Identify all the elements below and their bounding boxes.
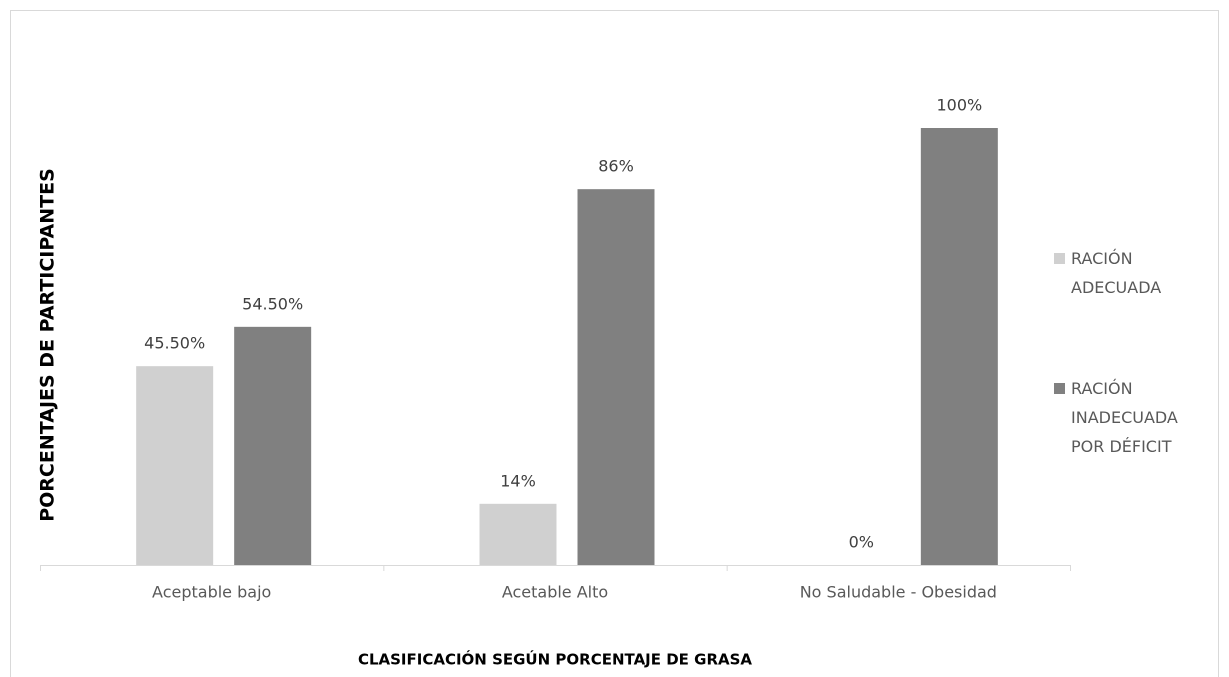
x-tick-label: Acetable Alto bbox=[502, 583, 608, 602]
bar bbox=[234, 326, 312, 565]
data-label: 100% bbox=[936, 96, 982, 115]
bar bbox=[920, 128, 998, 565]
bar bbox=[479, 503, 557, 565]
chart-border bbox=[10, 10, 1219, 677]
data-label: 86% bbox=[598, 157, 634, 176]
bar bbox=[136, 366, 214, 565]
legend-swatch bbox=[1054, 253, 1065, 264]
bar bbox=[577, 189, 655, 565]
x-axis-title: CLASIFICACIÓN SEGÚN PORCENTAJE DE GRASA bbox=[358, 650, 752, 669]
x-tick-label: Aceptable bajo bbox=[152, 583, 271, 602]
x-tick-label: No Saludable - Obesidad bbox=[800, 583, 997, 602]
legend-label: RACIÓN INADECUADA POR DÉFICIT bbox=[1071, 379, 1178, 456]
legend-label: RACIÓN ADECUADA bbox=[1071, 249, 1162, 297]
legend-item: RACIÓN ADECUADA bbox=[1054, 244, 1204, 302]
data-label: 0% bbox=[849, 533, 874, 552]
y-axis-title: PORCENTAJES DE PARTICIPANTES bbox=[37, 168, 59, 522]
data-label: 54.50% bbox=[242, 294, 303, 313]
data-label: 14% bbox=[500, 471, 536, 490]
legend-swatch bbox=[1054, 383, 1065, 394]
data-label: 45.50% bbox=[144, 334, 205, 353]
legend-item: RACIÓN INADECUADA POR DÉFICIT bbox=[1054, 374, 1204, 461]
